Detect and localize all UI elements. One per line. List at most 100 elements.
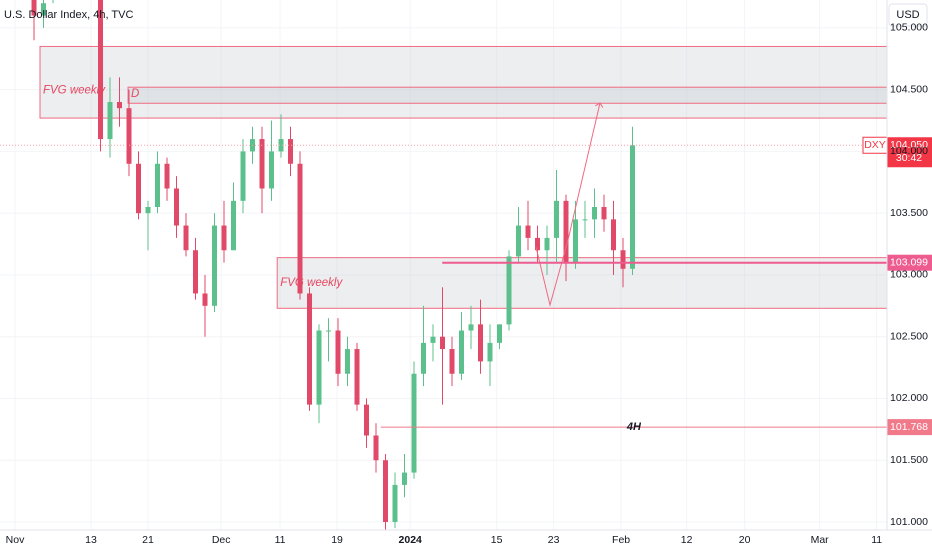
candle-body xyxy=(221,225,227,251)
candle-body xyxy=(174,188,180,226)
candle-body xyxy=(364,404,370,436)
candle-body xyxy=(383,460,389,522)
x-tick-label: Feb xyxy=(612,534,630,546)
candle-body xyxy=(373,435,379,461)
zones xyxy=(39,45,887,309)
level-price-tag xyxy=(887,254,932,271)
candle-body xyxy=(316,330,322,405)
candle-body xyxy=(307,293,313,405)
x-tick-label: 23 xyxy=(548,534,560,546)
y-tick-label: 103.500 xyxy=(890,207,928,219)
candle-body xyxy=(487,342,493,362)
chart-title: U.S. Dollar Index, 4h, TVC xyxy=(4,9,133,21)
candle-body xyxy=(601,207,607,220)
zone-label: D xyxy=(131,88,139,100)
candle-body xyxy=(591,207,597,220)
overlay: FVG weekly D FVG weekly 103.099 101.768 4H DXY… xyxy=(0,84,932,436)
y-tick-label: 104.500 xyxy=(890,83,928,95)
candle-body xyxy=(335,330,341,374)
candle-body xyxy=(421,342,427,374)
candle-body xyxy=(354,349,360,405)
y-tick-label: 101.500 xyxy=(890,454,928,466)
candle-body xyxy=(164,163,170,189)
candle-body xyxy=(506,256,512,325)
level-price-label: 103.099 xyxy=(890,256,928,268)
candle-body xyxy=(98,0,104,140)
candle-body xyxy=(145,207,151,214)
y-tick-label: 102.500 xyxy=(890,330,928,342)
x-tick-label: 13 xyxy=(85,534,97,546)
candle-body xyxy=(554,200,560,238)
candle-body xyxy=(41,3,47,16)
candle-body xyxy=(278,139,284,152)
level-price-tag xyxy=(887,419,932,436)
candle-body xyxy=(126,108,132,164)
currency-button[interactable] xyxy=(888,3,928,27)
fvg-zone xyxy=(127,86,887,104)
candle-body xyxy=(202,293,208,306)
candle-body xyxy=(563,200,569,263)
candle-body xyxy=(345,349,351,374)
candle-body xyxy=(449,349,455,374)
zone-label: FVG weekly xyxy=(280,277,343,289)
y-tick-label: 103.000 xyxy=(890,269,928,281)
y-tick-label: 101.000 xyxy=(890,516,928,528)
y-tick-label: 105.000 xyxy=(890,22,928,34)
candle-body xyxy=(535,237,541,251)
candle-body xyxy=(326,330,332,332)
x-tick-label: Dec xyxy=(212,534,231,546)
x-tick-label: 2024 xyxy=(399,534,423,546)
fvg-zone xyxy=(276,257,887,309)
candle-body xyxy=(525,225,531,238)
projection-arrow xyxy=(535,103,600,307)
candle-body xyxy=(136,163,142,214)
candle-body xyxy=(544,237,550,251)
candle-body xyxy=(440,336,446,350)
x-tick-label: 11 xyxy=(871,534,882,546)
candle-body xyxy=(212,225,218,306)
candle-body xyxy=(459,330,465,374)
candle-body xyxy=(497,324,503,343)
x-tick-label: 12 xyxy=(681,534,693,546)
x-tick-label: 15 xyxy=(491,534,503,546)
candle-body xyxy=(582,219,588,221)
last-price-tag xyxy=(887,137,932,168)
candle-body xyxy=(610,219,616,251)
level-text: 4H xyxy=(626,421,642,433)
x-tick-label: 19 xyxy=(331,534,343,546)
last-price-label: 104.050 xyxy=(890,139,928,151)
x-tick-label: Mar xyxy=(811,534,830,546)
level-price-label: 101.768 xyxy=(890,421,928,433)
candle-body xyxy=(297,163,303,294)
symbol-label: DXY xyxy=(864,139,886,151)
y-tick-label: 102.000 xyxy=(890,392,928,404)
candle-body xyxy=(31,0,37,16)
candle-body xyxy=(402,472,408,485)
candles xyxy=(31,0,635,530)
x-tick-label: 11 xyxy=(275,534,286,546)
candle-body xyxy=(288,139,294,164)
candle-body xyxy=(392,484,398,522)
candle-body xyxy=(155,163,161,208)
candle-body xyxy=(478,324,484,362)
candle-body xyxy=(516,225,522,257)
candle-body xyxy=(269,151,275,189)
candle-body xyxy=(107,102,113,140)
zone-label: FVG weekly xyxy=(43,84,106,96)
candle-body xyxy=(629,145,635,269)
x-tick-label: 20 xyxy=(739,534,751,546)
candle-body xyxy=(231,200,237,251)
candle-body xyxy=(620,250,626,269)
x-tick-label: 21 xyxy=(142,534,154,546)
candle-body xyxy=(240,151,246,201)
currency[interactable]: USD xyxy=(896,9,919,21)
candle-body xyxy=(411,373,417,473)
candle-body xyxy=(259,139,265,189)
fvg-zone xyxy=(39,45,887,119)
candle-body xyxy=(183,225,189,251)
candle-body xyxy=(117,102,123,109)
countdown-label: 30:42 xyxy=(896,152,922,164)
x-tick-label: Nov xyxy=(6,534,25,546)
candle-body xyxy=(573,219,579,263)
